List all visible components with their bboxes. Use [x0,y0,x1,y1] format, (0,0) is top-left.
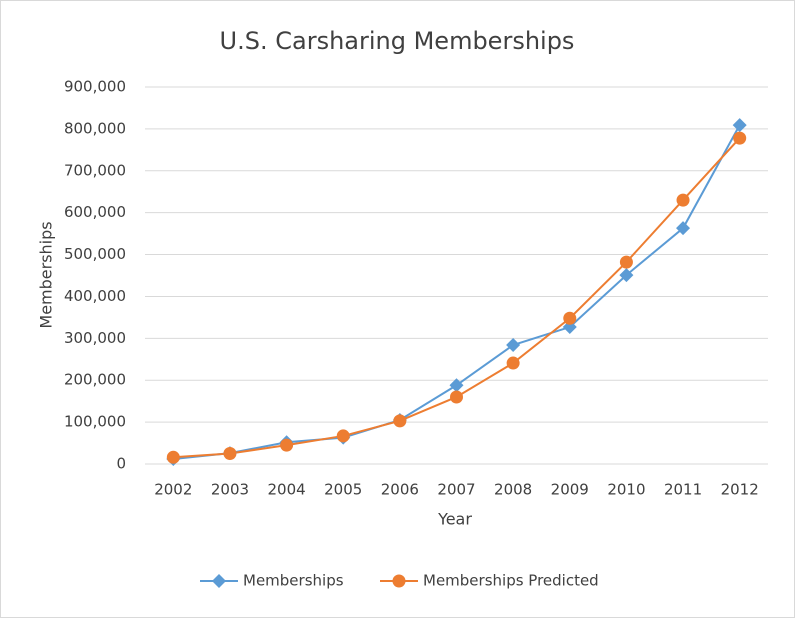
x-tick-label: 2007 [437,481,475,499]
x-tick-label: 2002 [154,481,192,499]
diamond-marker [506,338,521,353]
circle-marker [733,131,747,145]
circle-marker [506,356,520,370]
x-tick-label: 2006 [381,481,419,499]
x-axis-title: Year [437,510,472,529]
y-tick-label: 400,000 [64,287,126,305]
y-tick-label: 600,000 [64,203,126,221]
x-tick-label: 2010 [607,481,645,499]
diamond-marker [676,221,691,236]
chart-title: U.S. Carsharing Memberships [220,27,575,55]
x-tick-label: 2003 [211,481,249,499]
x-tick-label: 2009 [551,481,589,499]
x-tick-label: 2008 [494,481,532,499]
y-tick-label: 800,000 [64,119,126,137]
x-tick-label: 2005 [324,481,362,499]
y-axis-title: Memberships [37,221,56,328]
circle-marker [223,447,237,461]
diamond-marker [619,268,634,283]
y-tick-label: 700,000 [64,161,126,179]
legend-label: Memberships Predicted [423,572,599,590]
circle-marker [619,255,633,269]
circle-marker [450,390,463,404]
y-tick-label: 0 [116,455,126,473]
circle-marker [166,450,180,464]
diamond-marker [449,378,464,393]
circle-marker [393,414,407,428]
diamond-marker [732,118,747,133]
y-tick-label: 500,000 [64,245,126,263]
legend-label: Memberships [243,572,344,590]
x-tick-label: 2004 [267,481,305,499]
x-tick-label: 2011 [664,481,702,499]
legend-marker [212,574,226,588]
y-tick-label: 100,000 [64,413,126,431]
legend-marker [392,574,406,588]
x-tick-label: 2012 [721,481,759,499]
y-tick-label: 200,000 [64,371,126,389]
circle-marker [563,311,577,325]
y-tick-label: 300,000 [64,329,126,347]
circle-marker [336,429,350,443]
y-tick-label: 900,000 [64,78,126,96]
circle-marker [676,193,690,207]
circle-marker [280,438,294,452]
